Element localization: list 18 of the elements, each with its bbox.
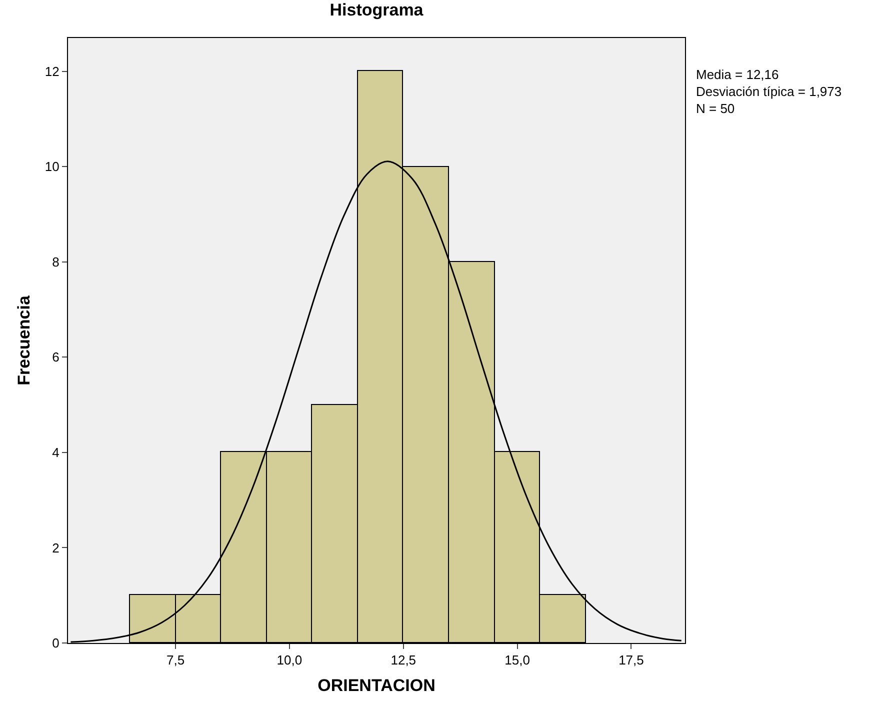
text: Desviación típica = 1,973 [696, 84, 842, 99]
y-tick-label: 10 [44, 159, 60, 174]
text: Media = 12,16 [696, 67, 779, 82]
y-tick-label: 12 [44, 64, 60, 79]
y-tick-label: 0 [52, 636, 60, 651]
y-tick-label: 8 [52, 254, 60, 270]
y-tick-label: 4 [52, 445, 60, 460]
y-tick-label: 2 [52, 540, 60, 556]
y-axis-title: Frecuencia [14, 295, 34, 386]
y-tick-label: 6 [52, 350, 60, 365]
x-tick-label: 17,5 [618, 652, 644, 668]
x-tick-label: 10,0 [276, 652, 302, 668]
text: N = 50 [696, 100, 735, 116]
x-axis-title: ORIENTACION [318, 676, 436, 695]
x-tick-label: 15,0 [504, 652, 530, 668]
x-tick-label: 7,5 [166, 652, 185, 668]
chart-title: Histograma [330, 0, 424, 20]
x-tick-label: 12,5 [390, 652, 416, 668]
